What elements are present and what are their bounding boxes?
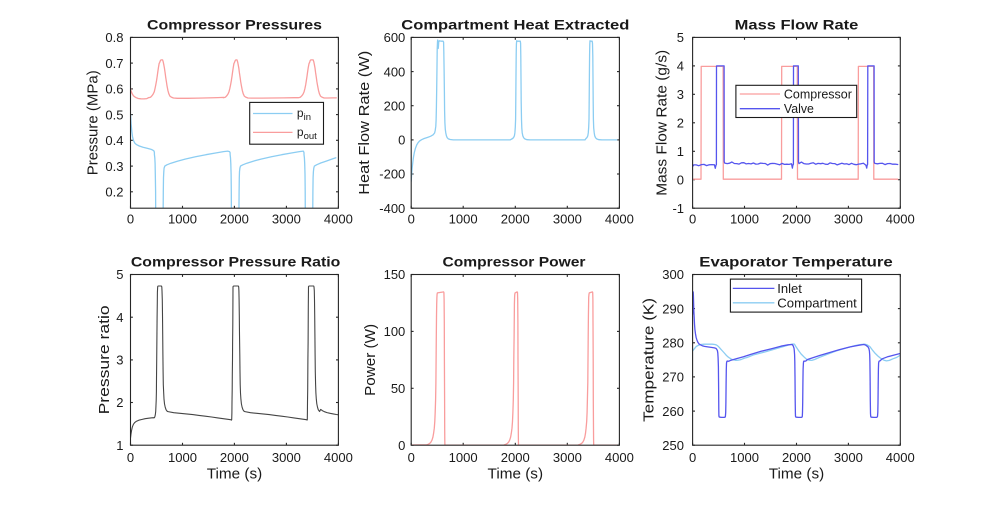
svg-text:2000: 2000 — [501, 212, 530, 227]
svg-text:2000: 2000 — [501, 450, 530, 465]
svg-text:1000: 1000 — [168, 212, 197, 227]
svg-text:Compartment: Compartment — [777, 296, 857, 310]
svg-text:Valve: Valve — [784, 102, 814, 116]
svg-text:1000: 1000 — [168, 450, 197, 465]
svg-text:Mass Flow Rate (g/s): Mass Flow Rate (g/s) — [654, 50, 671, 196]
svg-text:4000: 4000 — [324, 212, 353, 227]
svg-text:0.3: 0.3 — [105, 159, 123, 174]
svg-text:Temperature (K): Temperature (K) — [641, 298, 658, 422]
svg-text:260: 260 — [662, 404, 684, 419]
svg-text:280: 280 — [662, 336, 684, 351]
svg-text:0.4: 0.4 — [105, 133, 123, 148]
svg-text:4000: 4000 — [605, 450, 634, 465]
svg-text:Compartment Heat Extracted: Compartment Heat Extracted — [401, 17, 629, 33]
svg-text:0: 0 — [127, 450, 134, 465]
svg-text:0: 0 — [677, 172, 684, 187]
svg-text:3000: 3000 — [834, 212, 863, 227]
svg-text:2: 2 — [677, 116, 684, 131]
svg-text:270: 270 — [662, 370, 684, 385]
svg-text:0.5: 0.5 — [105, 107, 123, 122]
svg-text:0: 0 — [127, 212, 134, 227]
svg-text:Time (s): Time (s) — [488, 465, 544, 482]
svg-text:3000: 3000 — [272, 212, 301, 227]
svg-text:3: 3 — [116, 353, 123, 368]
svg-text:Pressure ratio: Pressure ratio — [96, 305, 113, 414]
svg-text:4000: 4000 — [886, 212, 915, 227]
svg-text:100: 100 — [384, 324, 406, 339]
svg-text:Compressor Pressures: Compressor Pressures — [147, 17, 322, 33]
svg-text:1: 1 — [677, 144, 684, 159]
svg-text:150: 150 — [384, 267, 406, 282]
svg-text:0.6: 0.6 — [105, 82, 123, 97]
svg-text:4000: 4000 — [324, 450, 353, 465]
svg-text:2000: 2000 — [782, 450, 811, 465]
svg-text:-400: -400 — [379, 201, 405, 216]
svg-text:600: 600 — [384, 30, 406, 45]
svg-text:2000: 2000 — [782, 212, 811, 227]
svg-text:Power (W): Power (W) — [362, 324, 379, 396]
svg-text:1000: 1000 — [449, 212, 478, 227]
svg-text:1000: 1000 — [730, 212, 759, 227]
svg-text:0.7: 0.7 — [105, 56, 123, 71]
svg-text:1000: 1000 — [730, 450, 759, 465]
svg-text:3000: 3000 — [272, 450, 301, 465]
svg-text:Compressor: Compressor — [784, 88, 852, 102]
svg-text:0: 0 — [689, 212, 696, 227]
svg-text:3000: 3000 — [553, 450, 582, 465]
svg-text:Compressor Power: Compressor Power — [443, 254, 587, 270]
svg-text:Evaporator Temperature: Evaporator Temperature — [699, 254, 893, 270]
svg-text:0: 0 — [689, 450, 696, 465]
svg-text:1000: 1000 — [449, 450, 478, 465]
svg-text:50: 50 — [391, 381, 405, 396]
svg-text:-200: -200 — [379, 167, 405, 182]
svg-text:2000: 2000 — [220, 450, 249, 465]
svg-text:Inlet: Inlet — [777, 282, 802, 296]
svg-text:4: 4 — [116, 310, 123, 325]
svg-text:300: 300 — [662, 267, 684, 282]
svg-text:5: 5 — [677, 30, 684, 45]
svg-text:3000: 3000 — [553, 212, 582, 227]
svg-text:2000: 2000 — [220, 212, 249, 227]
svg-text:200: 200 — [384, 98, 406, 113]
svg-text:250: 250 — [662, 438, 684, 453]
svg-text:-1: -1 — [672, 201, 684, 216]
svg-text:3: 3 — [677, 87, 684, 102]
svg-text:4: 4 — [677, 59, 684, 74]
svg-text:Pressure (MPa): Pressure (MPa) — [85, 70, 102, 175]
svg-text:4000: 4000 — [605, 212, 634, 227]
svg-text:290: 290 — [662, 301, 684, 316]
svg-text:3000: 3000 — [834, 450, 863, 465]
svg-text:Heat Flow Rate (W): Heat Flow Rate (W) — [356, 51, 373, 195]
svg-text:400: 400 — [384, 64, 406, 79]
svg-text:Time (s): Time (s) — [207, 465, 263, 482]
svg-text:Mass Flow Rate: Mass Flow Rate — [735, 17, 859, 33]
svg-text:0: 0 — [408, 450, 415, 465]
svg-text:1: 1 — [116, 438, 123, 453]
svg-text:0.8: 0.8 — [105, 30, 123, 45]
svg-text:4000: 4000 — [886, 450, 915, 465]
svg-text:Compressor Pressure Ratio: Compressor Pressure Ratio — [131, 254, 341, 270]
svg-text:0: 0 — [408, 212, 415, 227]
svg-text:0.2: 0.2 — [105, 185, 123, 200]
svg-text:Time (s): Time (s) — [769, 465, 825, 482]
svg-text:2: 2 — [116, 395, 123, 410]
svg-text:0: 0 — [398, 438, 405, 453]
svg-text:0: 0 — [398, 133, 405, 148]
svg-text:5: 5 — [116, 267, 123, 282]
